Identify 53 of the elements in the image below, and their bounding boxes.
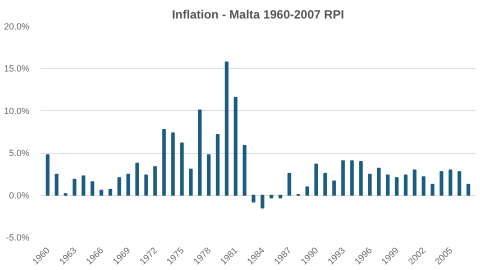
bar	[404, 174, 408, 196]
bar	[46, 154, 50, 196]
bar	[287, 172, 292, 196]
bar	[135, 162, 140, 196]
y-tick-label: 10.0%	[4, 106, 30, 116]
y-tick-label: 0.0%	[8, 190, 30, 200]
bar	[117, 177, 122, 196]
bar	[314, 164, 318, 196]
bar	[198, 110, 202, 196]
bar	[252, 194, 256, 203]
bar	[260, 194, 264, 208]
bar	[100, 190, 104, 196]
bar	[72, 178, 76, 196]
bar	[234, 96, 238, 196]
bar	[278, 194, 282, 198]
y-tick-label: 20.0%	[4, 22, 30, 32]
bar	[466, 184, 470, 196]
bar	[332, 180, 336, 196]
bar	[323, 172, 327, 196]
bar	[82, 175, 86, 196]
bar	[180, 142, 184, 196]
bar	[153, 166, 157, 196]
bar	[458, 171, 462, 196]
bar	[126, 174, 130, 196]
bar	[350, 160, 354, 196]
bar	[162, 128, 166, 196]
bar	[376, 168, 381, 196]
y-tick-label: -5.0%	[6, 232, 30, 242]
bar	[224, 61, 229, 196]
bar	[386, 174, 390, 196]
bar	[270, 194, 274, 198]
chart-title: Inflation - Malta 1960-2007 RPI	[172, 8, 344, 22]
bar	[242, 145, 246, 196]
bar	[368, 174, 372, 196]
bar	[359, 161, 363, 196]
bar	[108, 188, 112, 196]
bar	[422, 176, 426, 196]
bar	[394, 177, 399, 196]
bar	[216, 134, 220, 196]
bar	[448, 169, 452, 196]
bar	[189, 168, 193, 196]
bar	[341, 160, 345, 196]
y-tick-label: 15.0%	[4, 64, 30, 74]
bar	[171, 132, 175, 196]
bar	[144, 174, 148, 196]
y-tick-label: 5.0%	[8, 148, 30, 158]
bar	[430, 184, 434, 196]
bar	[90, 181, 94, 196]
bar	[54, 174, 58, 196]
bar	[412, 169, 416, 196]
bar	[440, 171, 444, 196]
bar	[206, 154, 211, 196]
bar	[305, 186, 310, 196]
